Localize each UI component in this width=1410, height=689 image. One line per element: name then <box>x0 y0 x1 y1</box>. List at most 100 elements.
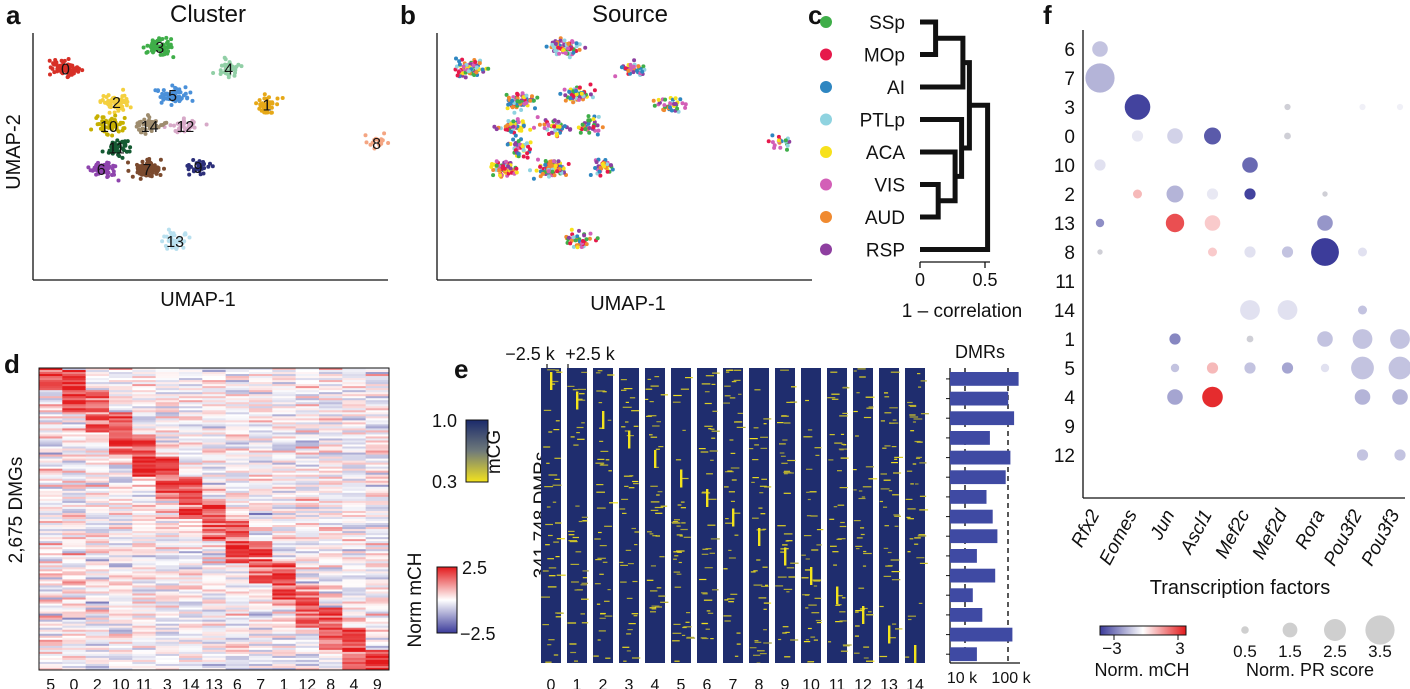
heatmap-cell <box>319 545 343 548</box>
heatmap-cell <box>62 460 87 464</box>
heatmap-cell <box>62 533 87 536</box>
heatmap-cell <box>319 456 343 460</box>
umap-point-cluster-10 <box>98 126 103 131</box>
dmr-speckle <box>861 496 866 498</box>
heatmap-cell <box>272 631 297 635</box>
dmr-speckle <box>654 376 660 378</box>
heatmap-cell <box>132 519 157 522</box>
heatmap-cell <box>202 537 227 540</box>
umap-point-cluster-2 <box>122 93 127 98</box>
heatmap-cell <box>202 438 227 441</box>
heatmap-cell <box>272 523 297 526</box>
heatmap-cell <box>319 539 343 542</box>
heatmap-cell <box>62 482 87 486</box>
heatmap-cell <box>85 587 110 590</box>
heatmap-cell <box>109 516 133 520</box>
heatmap-cell <box>39 496 63 500</box>
heatmap-cell <box>179 450 203 454</box>
heatmap-cell <box>225 619 250 623</box>
heatmap-cell <box>109 370 133 373</box>
heatmap-cell <box>39 438 63 441</box>
heatmap-cell <box>109 607 133 611</box>
heatmap-cell <box>319 492 343 496</box>
heatmap-cell <box>179 619 203 623</box>
tf-row-label-1: 1 <box>1064 330 1075 351</box>
heatmap-cell <box>85 521 110 524</box>
heatmap-cell <box>365 635 389 639</box>
heatmap-cell <box>365 549 389 552</box>
heatmap-cell <box>295 563 320 566</box>
umap-point-cluster-11 <box>122 143 127 148</box>
heatmap-cell <box>179 412 203 415</box>
heatmap-cell <box>365 611 389 615</box>
heatmap-cell <box>342 657 367 661</box>
umap-point-cluster-0 <box>80 68 85 73</box>
heatmap-cell <box>272 629 297 633</box>
umap-point-cluster-13 <box>164 234 169 239</box>
heatmap-cell <box>109 575 133 578</box>
heatmap-cell <box>295 593 320 596</box>
tf-size-legend-label-1.5: 1.5 <box>1278 642 1302 661</box>
dmr-diag-mark-13 <box>888 625 891 644</box>
heatmap-cell <box>62 579 87 582</box>
heatmap-cell <box>39 502 63 506</box>
umap-source-point <box>566 162 571 166</box>
heatmap-cell <box>342 494 367 498</box>
heatmap-cell <box>179 617 203 621</box>
heatmap-cell <box>155 599 180 603</box>
heatmap-cell <box>365 529 389 532</box>
heatmap-cell <box>132 573 157 576</box>
heatmap-cell <box>155 514 180 518</box>
heatmap-cell <box>249 653 273 657</box>
heatmap-cell <box>272 402 297 405</box>
heatmap-cell <box>202 633 227 637</box>
heatmap-cell <box>179 382 203 385</box>
dmr-diag-mark-6 <box>706 489 709 507</box>
heatmap-cell <box>225 466 250 470</box>
heatmap-cell <box>39 663 63 667</box>
heatmap-cell <box>295 508 320 512</box>
heatmap-cell <box>179 569 203 572</box>
dmr-speckle <box>554 478 560 480</box>
dmr-speckle <box>753 570 758 572</box>
heatmap-cell <box>249 388 273 391</box>
tf-size-legend-dot-3.5 <box>1365 615 1395 645</box>
heatmap-cell <box>225 655 250 659</box>
heatmap-cell <box>179 637 203 641</box>
heatmap-cell <box>179 462 203 466</box>
dmr-bar-4 <box>950 450 1011 465</box>
heatmap-cell <box>225 494 250 498</box>
umap-source-point <box>520 144 525 149</box>
heatmap-cell <box>225 456 250 460</box>
umap-source-point <box>511 95 516 100</box>
dmr-speckle <box>710 459 714 461</box>
heatmap-cell <box>225 386 250 389</box>
heatmap-cell <box>272 563 297 566</box>
heatmap-cell <box>295 386 320 389</box>
dmr-col-label-3: 3 <box>625 677 634 689</box>
heatmap-cell <box>272 422 297 425</box>
umap-source-point <box>528 140 533 145</box>
heatmap-cell <box>155 442 180 445</box>
heatmap-cell <box>62 523 87 526</box>
heatmap-cell <box>155 541 180 544</box>
dmr-speckle <box>673 551 681 553</box>
heatmap-cell <box>272 476 297 480</box>
umap-source-point <box>668 102 673 106</box>
dmr-speckle <box>680 528 688 531</box>
dmr-speckle <box>863 657 869 659</box>
dmr-speckle <box>843 645 850 647</box>
heatmap-cell <box>342 647 367 651</box>
dmr-speckle <box>581 598 589 600</box>
heatmap-cell <box>202 651 227 655</box>
umap-source-point <box>603 158 608 162</box>
heatmap-cell <box>109 398 133 401</box>
heatmap-cell <box>365 452 389 456</box>
heatmap-cell <box>109 508 133 512</box>
dmr-speckle <box>814 597 820 599</box>
tf-size-legend-label-0.5: 0.5 <box>1233 642 1257 661</box>
umap-source-point <box>494 163 499 168</box>
umap-point-cluster-6 <box>96 160 100 165</box>
heatmap-cell <box>85 563 110 566</box>
heatmap-cell <box>342 408 367 411</box>
